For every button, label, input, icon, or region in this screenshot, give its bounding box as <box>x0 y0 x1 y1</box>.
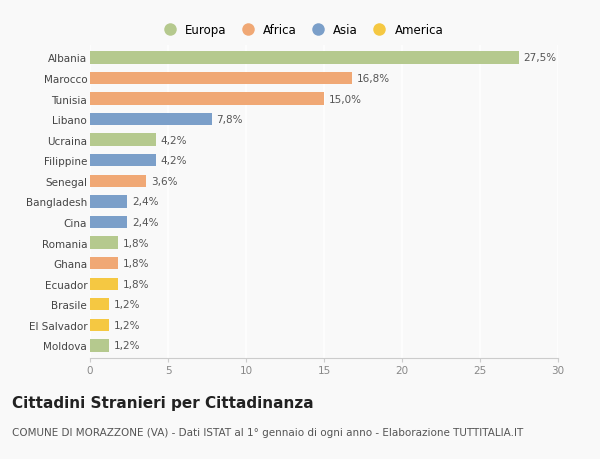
Bar <box>90 93 324 106</box>
Bar <box>90 175 146 188</box>
Text: 16,8%: 16,8% <box>357 74 390 84</box>
Text: 1,8%: 1,8% <box>123 258 149 269</box>
Bar <box>90 237 118 249</box>
Text: 1,2%: 1,2% <box>113 320 140 330</box>
Text: 4,2%: 4,2% <box>160 135 187 146</box>
Text: Cittadini Stranieri per Cittadinanza: Cittadini Stranieri per Cittadinanza <box>12 395 314 410</box>
Bar <box>90 73 352 85</box>
Bar <box>90 52 519 64</box>
Legend: Europa, Africa, Asia, America: Europa, Africa, Asia, America <box>158 24 443 37</box>
Text: 7,8%: 7,8% <box>217 115 243 125</box>
Text: COMUNE DI MORAZZONE (VA) - Dati ISTAT al 1° gennaio di ogni anno - Elaborazione : COMUNE DI MORAZZONE (VA) - Dati ISTAT al… <box>12 427 523 437</box>
Text: 27,5%: 27,5% <box>524 53 557 63</box>
Text: 1,8%: 1,8% <box>123 279 149 289</box>
Bar <box>90 340 109 352</box>
Bar <box>90 155 155 167</box>
Bar <box>90 114 212 126</box>
Text: 1,8%: 1,8% <box>123 238 149 248</box>
Bar <box>90 278 118 290</box>
Text: 1,2%: 1,2% <box>113 341 140 351</box>
Text: 3,6%: 3,6% <box>151 176 178 186</box>
Text: 1,2%: 1,2% <box>113 300 140 310</box>
Bar <box>90 196 127 208</box>
Bar <box>90 134 155 146</box>
Text: 15,0%: 15,0% <box>329 94 362 104</box>
Text: 2,4%: 2,4% <box>132 218 158 228</box>
Bar <box>90 298 109 311</box>
Bar <box>90 257 118 270</box>
Text: 4,2%: 4,2% <box>160 156 187 166</box>
Bar <box>90 319 109 331</box>
Text: 2,4%: 2,4% <box>132 197 158 207</box>
Bar <box>90 216 127 229</box>
